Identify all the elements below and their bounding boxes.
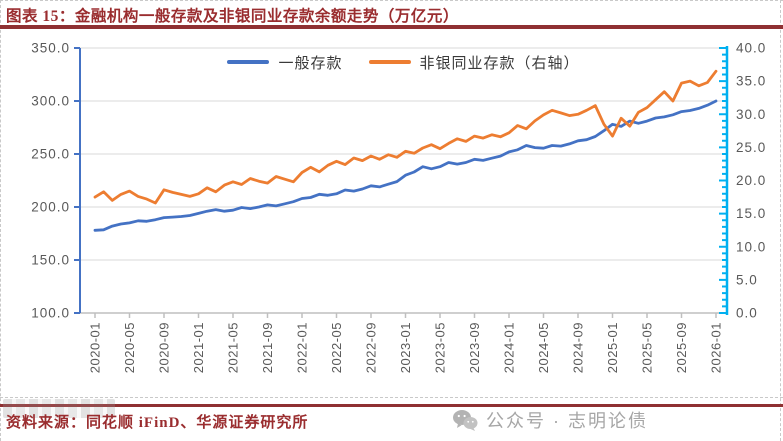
svg-text:5.0: 5.0 xyxy=(736,272,758,287)
svg-text:350.0: 350.0 xyxy=(31,41,70,56)
svg-text:150.0: 150.0 xyxy=(31,253,70,268)
svg-text:2025-01: 2025-01 xyxy=(605,322,620,373)
title-rule xyxy=(0,25,783,29)
svg-text:250.0: 250.0 xyxy=(31,147,70,162)
svg-text:30.0: 30.0 xyxy=(736,107,766,122)
svg-text:100.0: 100.0 xyxy=(31,306,70,321)
y-axis-left: 350.0 300.0 250.0 200.0 150.0 100.0 xyxy=(31,41,81,321)
wechat-account-badge: 公众号 · 志明论债 xyxy=(452,407,648,433)
svg-text:2024-05: 2024-05 xyxy=(536,322,551,373)
svg-text:2020-09: 2020-09 xyxy=(157,322,172,373)
svg-text:2021-09: 2021-09 xyxy=(260,322,275,373)
svg-text:15.0: 15.0 xyxy=(736,206,766,221)
x-axis: 2020-01 2020-05 2020-09 2021-01 2021-05 2021-… xyxy=(80,312,727,373)
legend-item-general-deposits: 一般存款 xyxy=(227,52,342,73)
svg-text:35.0: 35.0 xyxy=(736,74,766,89)
svg-text:25.0: 25.0 xyxy=(736,140,766,155)
figure-title: 图表 15：金融机构一般存款及非银同业存款余额走势（万亿元） xyxy=(6,8,459,25)
legend-item-nonbank-deposits: 非银同业存款（右轴） xyxy=(368,52,580,73)
svg-text:200.0: 200.0 xyxy=(31,200,70,215)
svg-text:20.0: 20.0 xyxy=(736,173,766,188)
line-general-deposits xyxy=(93,99,718,232)
footer-rule xyxy=(0,404,783,407)
svg-text:2020-01: 2020-01 xyxy=(88,322,103,373)
svg-text:10.0: 10.0 xyxy=(736,239,766,254)
series-lines xyxy=(93,69,718,232)
legend-swatch-blue-line xyxy=(227,60,270,64)
svg-text:2022-01: 2022-01 xyxy=(295,322,310,373)
legend-swatch-orange-line xyxy=(368,60,411,64)
legend-label-general-deposits: 一般存款 xyxy=(278,55,343,72)
wechat-account-label: 公众号 · 志明论债 xyxy=(486,411,648,431)
dual-axis-line-chart: 2020-01 2020-05 2020-09 2021-01 2021-05 2021-… xyxy=(31,41,766,374)
chart-legend: 一般存款 非银同业存款（右轴） xyxy=(80,52,727,72)
svg-text:2023-05: 2023-05 xyxy=(433,322,448,373)
svg-text:2021-05: 2021-05 xyxy=(226,322,241,373)
svg-text:2024-01: 2024-01 xyxy=(502,322,517,373)
svg-text:2022-09: 2022-09 xyxy=(364,322,379,373)
svg-text:0.0: 0.0 xyxy=(736,306,758,321)
y-axis-right: 40.0 35.0 30.0 25.0 20.0 15.0 10.0 5.0 0.0 xyxy=(719,41,766,321)
line-nonbank-deposits xyxy=(93,69,718,205)
svg-text:2025-05: 2025-05 xyxy=(640,322,655,373)
svg-text:300.0: 300.0 xyxy=(31,94,70,109)
svg-text:2020-05: 2020-05 xyxy=(122,322,137,373)
svg-text:2023-01: 2023-01 xyxy=(398,322,413,373)
svg-text:40.0: 40.0 xyxy=(736,41,766,56)
svg-text:2023-09: 2023-09 xyxy=(467,322,482,373)
svg-text:2021-01: 2021-01 xyxy=(191,322,206,373)
svg-text:2025-09: 2025-09 xyxy=(674,322,689,373)
svg-text:2022-05: 2022-05 xyxy=(329,322,344,373)
source-note: 资料来源：同花顺 iFinD、华源证券研究所 xyxy=(6,415,309,431)
svg-text:2024-09: 2024-09 xyxy=(571,322,586,373)
svg-text:2026-01: 2026-01 xyxy=(709,322,724,373)
wechat-icon xyxy=(453,410,478,431)
legend-label-nonbank-deposits: 非银同业存款（右轴） xyxy=(419,55,580,72)
